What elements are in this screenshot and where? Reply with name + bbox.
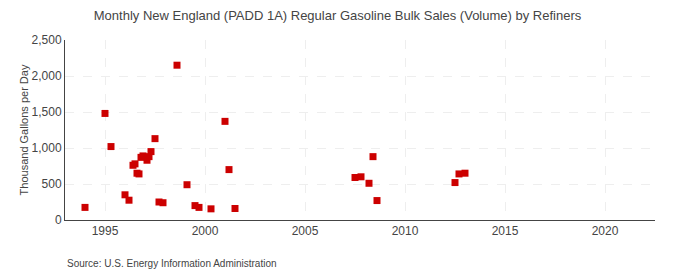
svg-text:500: 500: [42, 177, 62, 191]
svg-text:0: 0: [55, 213, 62, 227]
svg-text:1,000: 1,000: [32, 141, 62, 155]
svg-text:2,000: 2,000: [32, 69, 62, 83]
svg-text:Thousand Gallons per Day: Thousand Gallons per Day: [18, 64, 30, 195]
svg-text:1,500: 1,500: [32, 105, 62, 119]
svg-text:2010: 2010: [392, 224, 419, 238]
svg-text:2005: 2005: [292, 224, 319, 238]
svg-text:2,500: 2,500: [32, 33, 62, 47]
svg-text:2000: 2000: [192, 224, 219, 238]
svg-text:Monthly New England (PADD 1A): Monthly New England (PADD 1A) Regular Ga…: [94, 8, 582, 23]
svg-text:1995: 1995: [92, 224, 119, 238]
svg-text:Source: U.S. Energy Informatio: Source: U.S. Energy Information Administ…: [67, 258, 277, 269]
svg-text:2015: 2015: [492, 224, 519, 238]
svg-text:2020: 2020: [592, 224, 619, 238]
